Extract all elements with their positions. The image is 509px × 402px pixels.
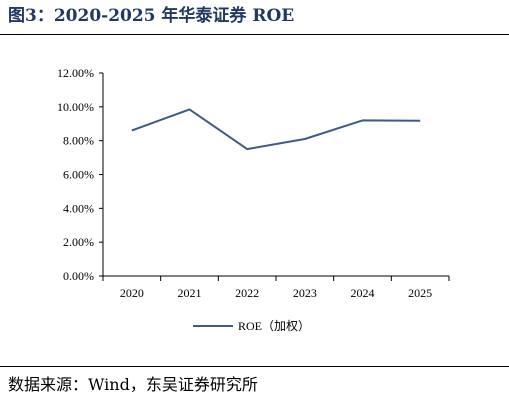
source-note: 数据来源：Wind，东吴证券研究所	[8, 375, 258, 394]
y-tick-label: 10.00%	[57, 100, 94, 114]
y-axis-ticks: 0.00% 2.00% 4.00% 6.00% 8.00% 10.00% 12.00%	[57, 66, 103, 283]
y-tick-label: 0.00%	[63, 269, 94, 283]
x-tick-label: 2021	[178, 286, 202, 300]
legend: ROE（加权）	[193, 319, 310, 333]
x-tick-label: 2025	[408, 286, 432, 300]
y-tick-label: 12.00%	[57, 66, 94, 80]
figure-title: 图3：2020-2025 年华泰证券 ROE	[8, 6, 295, 26]
x-tick-label: 2023	[293, 286, 317, 300]
series-group	[131, 108, 421, 151]
x-axis-ticks: 2020 2021 2022 2023 2024 2025	[102, 276, 450, 300]
y-tick-label: 6.00%	[63, 168, 94, 182]
legend-label: ROE（加权）	[238, 319, 310, 333]
x-tick-label: 2020	[120, 286, 144, 300]
y-tick-label: 8.00%	[63, 134, 94, 148]
roe-line-chart: 0.00% 2.00% 4.00% 6.00% 8.00% 10.00% 12.00% 20…	[57, 66, 450, 333]
series-line-roe	[131, 108, 421, 151]
bottom-rule	[0, 366, 509, 367]
x-tick-label: 2022	[235, 286, 259, 300]
top-rule	[0, 34, 509, 35]
y-tick-label: 4.00%	[63, 201, 94, 215]
x-tick-label: 2024	[351, 286, 375, 300]
y-tick-label: 2.00%	[63, 235, 94, 249]
